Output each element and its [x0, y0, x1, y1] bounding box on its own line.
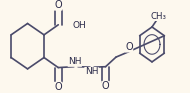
Text: O: O	[102, 81, 109, 91]
Text: O: O	[55, 0, 62, 10]
Text: OH: OH	[73, 21, 86, 30]
Text: O: O	[125, 42, 133, 52]
Text: NH: NH	[68, 57, 82, 66]
Text: CH₃: CH₃	[151, 12, 167, 21]
Text: NH: NH	[85, 67, 98, 76]
Text: O: O	[55, 82, 62, 92]
